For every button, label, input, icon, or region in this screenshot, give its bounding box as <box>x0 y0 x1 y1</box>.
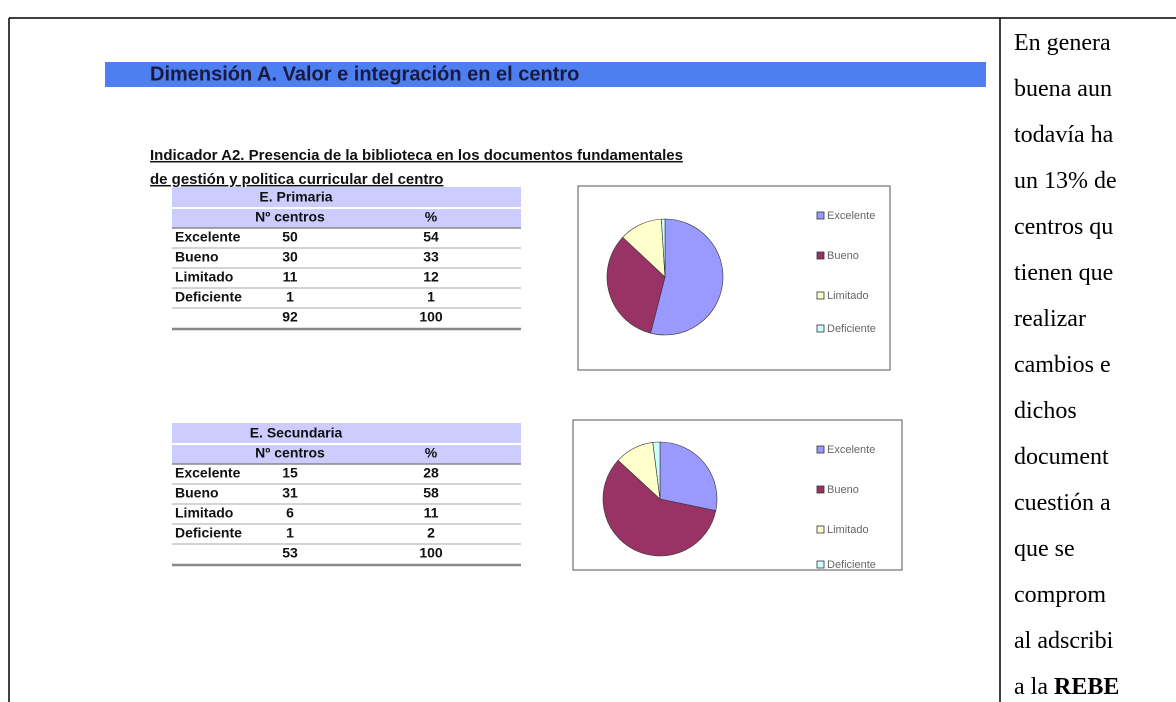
pie-slice <box>659 441 718 512</box>
total-value: 92 <box>282 309 298 325</box>
cell-value: 1 <box>427 289 435 305</box>
side-text-line: comprom <box>1014 582 1106 608</box>
text-run: a la <box>1014 674 1054 700</box>
text-run: comprom <box>1014 582 1106 608</box>
row-label: Deficiente <box>175 525 242 541</box>
cell-value: 33 <box>423 249 439 265</box>
side-text-line: dichos <box>1014 398 1077 424</box>
legend-swatch <box>816 445 825 454</box>
row-label: Bueno <box>175 249 219 265</box>
text-run: un 13% de <box>1014 168 1117 194</box>
cell-value: 2 <box>427 525 435 541</box>
subtitle: de gestión y politica curricular del cen… <box>150 171 443 188</box>
side-text-line: a la REBE <box>1014 674 1119 700</box>
side-text-line: que se <box>1014 536 1075 562</box>
cell-value: 58 <box>423 485 439 501</box>
legend-label: Limitado <box>827 524 869 536</box>
legend-swatch <box>816 525 825 534</box>
section-title: Dimensión A. Valor e integración en el c… <box>150 63 579 85</box>
pie-slice <box>650 218 724 336</box>
pie-slice <box>606 236 666 334</box>
cell-value: 15 <box>282 465 298 481</box>
total-value: 100 <box>419 545 443 561</box>
text-run: que se <box>1014 536 1075 562</box>
text-run: centros qu <box>1014 214 1113 240</box>
text-run: En genera <box>1014 30 1111 56</box>
pie-slice <box>602 459 717 557</box>
legend-label: Deficiente <box>827 323 876 335</box>
text-run: document <box>1014 444 1109 470</box>
legend-label: Excelente <box>827 210 875 222</box>
text-run: cambios e <box>1014 352 1111 378</box>
column-header: Nº centros <box>255 209 325 225</box>
column-header: % <box>425 445 438 461</box>
cell-value: 12 <box>423 269 439 285</box>
cell-value: 30 <box>282 249 298 265</box>
legend-swatch <box>816 485 825 494</box>
cell-value: 31 <box>282 485 298 501</box>
legend-label: Bueno <box>827 484 859 496</box>
text-run: realizar <box>1014 306 1086 332</box>
cell-value: 54 <box>423 229 439 245</box>
cell-value: 1 <box>286 289 294 305</box>
row-label: Limitado <box>175 269 233 285</box>
cell-value: 6 <box>286 505 294 521</box>
legend-label: Excelente <box>827 444 875 456</box>
side-text-line: al adscribi <box>1014 628 1114 654</box>
side-text-line: tienen que <box>1014 260 1113 286</box>
row-label: Excelente <box>175 465 241 481</box>
side-text-line: cuestión a <box>1014 490 1111 516</box>
legend-label: Deficiente <box>827 559 876 571</box>
legend-swatch <box>816 560 825 569</box>
bold-run: REBE <box>1054 674 1119 700</box>
row-label: Excelente <box>175 229 241 245</box>
table-title: E. Secundaria <box>250 425 343 441</box>
legend-swatch <box>816 211 825 220</box>
text-run: al adscribi <box>1014 628 1114 654</box>
row-label: Deficiente <box>175 289 242 305</box>
pie-slice <box>661 218 666 278</box>
total-value: 53 <box>282 545 298 561</box>
column-header: Nº centros <box>255 445 325 461</box>
row-label: Bueno <box>175 485 219 501</box>
side-text-line: realizar <box>1014 306 1086 332</box>
cell-value: 1 <box>286 525 294 541</box>
title-bar <box>105 62 986 87</box>
side-text-line: un 13% de <box>1014 168 1117 194</box>
legend-swatch <box>816 324 825 333</box>
column-header: % <box>425 209 438 225</box>
table-title: E. Primaria <box>259 189 332 205</box>
text-run: buena aun <box>1014 76 1112 102</box>
side-text-line: En genera <box>1014 30 1111 56</box>
legend-swatch <box>816 291 825 300</box>
legend-label: Limitado <box>827 290 869 302</box>
side-text-line: document <box>1014 444 1109 470</box>
subtitle: Indicador A2. Presencia de la biblioteca… <box>150 147 683 164</box>
text-run: dichos <box>1014 398 1077 424</box>
side-text-line: buena aun <box>1014 76 1112 102</box>
row-label: Limitado <box>175 505 233 521</box>
cell-value: 11 <box>424 505 439 521</box>
text-run: tienen que <box>1014 260 1113 286</box>
cell-value: 28 <box>423 465 439 481</box>
pie-slice <box>652 441 661 500</box>
text-run: todavía ha <box>1014 122 1114 148</box>
cell-value: 50 <box>282 229 298 245</box>
side-text-line: centros qu <box>1014 214 1113 240</box>
side-text-line: cambios e <box>1014 352 1111 378</box>
legend-label: Bueno <box>827 250 859 262</box>
legend-swatch <box>816 251 825 260</box>
cell-value: 11 <box>283 269 298 285</box>
text-run: cuestión a <box>1014 490 1111 516</box>
side-text-line: todavía ha <box>1014 122 1114 148</box>
total-value: 100 <box>419 309 443 325</box>
